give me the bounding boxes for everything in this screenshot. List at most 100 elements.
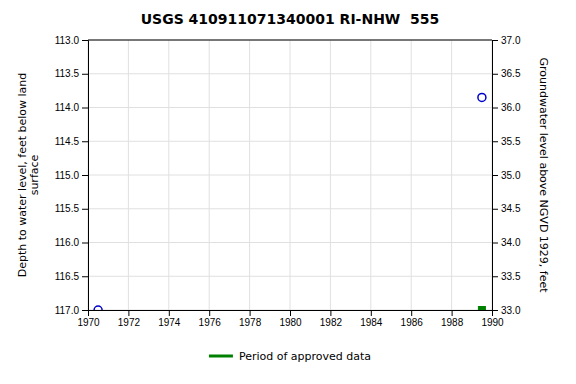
legend-swatch [209,355,233,358]
tick-mark [371,310,372,316]
title: USGS 410911071340001 RI-NHW 555 [141,11,440,27]
tick: 114.0 [55,102,88,113]
tick-mark [128,310,129,316]
legend-item: Period of approved data [209,350,371,363]
chart: 1970 1972 1974 1976 1978 1980 1982 1984 1986 1988… [0,0,576,384]
tick-label: 116.5 [55,271,80,282]
tick-mark [82,40,88,41]
tick: 1980 [279,310,302,328]
tick-label: 1984 [360,317,383,328]
tick-label: 114.5 [55,136,80,147]
tick: 115.0 [55,170,88,181]
tick-mark [492,40,498,41]
tick-mark [492,276,498,277]
tick-label: 1980 [279,317,302,328]
tick: 33.5 [492,271,521,282]
x-axis: 1970 1972 1974 1976 1978 1980 1982 1984 1986 1988… [77,310,504,328]
tick-label: 36.5 [501,68,521,79]
points [94,93,486,310]
axis-domain [89,311,493,317]
tick: 1972 [118,310,141,328]
tick-mark [82,276,88,277]
tick-label: 35.0 [501,170,521,181]
tick-label: 33.0 [501,305,521,316]
tick-mark [82,310,88,311]
point [478,307,485,311]
tick-label: 117.0 [55,305,80,316]
tick-label: 1978 [239,317,262,328]
tick: 1984 [360,310,383,328]
tick: 1974 [158,310,181,328]
frame [88,40,492,41]
tick-label: 113.5 [55,68,80,79]
point [478,93,486,101]
tick-label: 1990 [481,317,504,328]
tick-label: 1970 [77,317,100,328]
tick-mark [82,108,88,109]
grid-line-y [88,40,492,41]
tick-label: 34.0 [501,237,521,248]
tick-mark [169,310,170,316]
tick: 34.0 [492,237,521,248]
tick: 34.5 [492,203,521,214]
grid-line-y [88,73,492,74]
y-axis: 113.0 113.5 114.0 114.5 115.0 115.5 116.0 116.5… [55,35,89,316]
tick-mark [492,141,498,142]
tick-mark [411,310,412,316]
tick: 1988 [441,310,464,328]
tick-mark [82,175,88,176]
point [94,306,102,310]
tick-label: 116.0 [55,237,80,248]
tick-label: 1988 [441,317,464,328]
legend-label: Period of approved data [239,350,371,363]
tick: 115.5 [55,203,88,214]
tick-label: 114.0 [55,102,80,113]
tick: 113.0 [55,35,88,46]
tick: 36.5 [492,68,521,79]
y-axis-label: Depth to water level, feet below landsur… [16,73,41,278]
grid-line-y [88,141,492,142]
tick: 113.5 [55,68,88,79]
tick-label: 115.0 [55,170,80,181]
grid-line-y [88,175,492,176]
tick-label: 1972 [118,317,141,328]
tick-mark [492,175,498,176]
tick-mark [250,310,251,316]
tick-mark [82,209,88,210]
tick-mark [82,74,88,75]
tick-label: 113.0 [55,35,80,46]
tick-label: 1974 [158,317,181,328]
tick-label: 1986 [401,317,424,328]
grid [88,40,492,310]
axis-domain [493,41,499,311]
tick: 1970 [77,310,100,328]
tick-mark [492,243,498,244]
tick-mark [492,74,498,75]
grid-line-y [88,208,492,209]
tick: 36.0 [492,102,521,113]
tick-label: 33.5 [501,271,521,282]
tick-mark [492,108,498,109]
tick-mark [209,310,210,316]
tick: 1978 [239,310,262,328]
grid-line-y [88,242,492,243]
tick: 33.0 [492,305,521,316]
tick-mark [452,310,453,316]
tick-label: 115.5 [55,203,80,214]
tick-mark [492,209,498,210]
tick: 1982 [320,310,343,328]
tick-label: 37.0 [501,35,521,46]
tick-mark [82,243,88,244]
tick-mark [330,310,331,316]
tick-label: 36.0 [501,102,521,113]
y2-axis: 37.0 36.5 36.0 35.5 35.0 34.5 34.0 33.5 33.0 [492,35,521,316]
axis-domain [82,41,89,311]
grid-line-y [88,276,492,277]
tick: 116.0 [55,237,88,248]
tick-label: 1976 [199,317,222,328]
grid-line-y [88,107,492,108]
tick: 35.5 [492,136,521,147]
legend: Period of approved data [209,350,371,363]
tick-label: 35.5 [501,136,521,147]
tick: 1976 [199,310,222,328]
